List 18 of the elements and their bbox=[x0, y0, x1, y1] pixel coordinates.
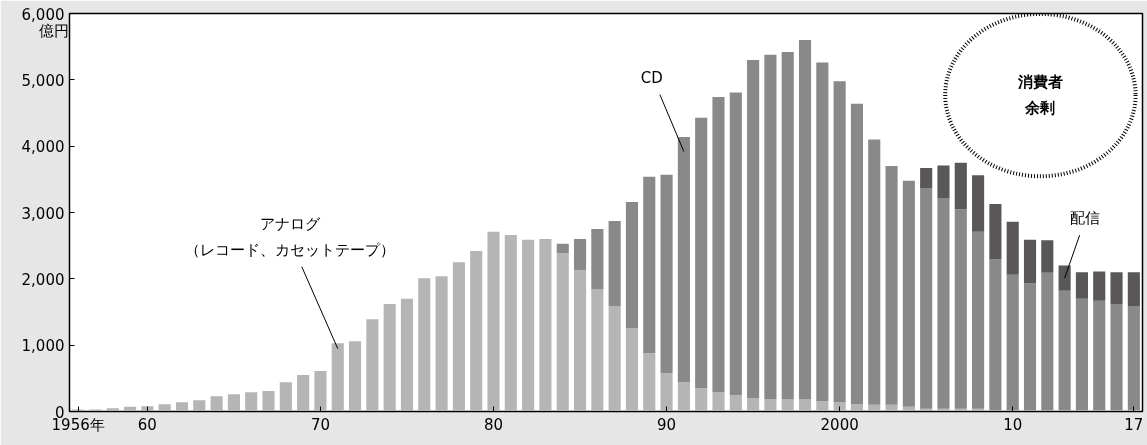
annotation: 消費者余剰 bbox=[1016, 73, 1063, 117]
x-tick-label: 10 bbox=[1003, 415, 1023, 434]
y-tick-label: 1,000 bbox=[21, 337, 65, 356]
y-tick-label: 5,000 bbox=[21, 71, 65, 90]
x-tick-label: 90 bbox=[657, 415, 677, 434]
x-tick-label: 80 bbox=[483, 415, 504, 434]
x-tick-label: 60 bbox=[137, 415, 157, 434]
y-tick-label: 4,000 bbox=[21, 138, 65, 157]
x-tick-label: 70 bbox=[310, 415, 330, 434]
y-axis-title: 億円 bbox=[38, 21, 69, 40]
text: アナログ（レコード、カセットテープ） bbox=[184, 215, 395, 259]
y-tick-label: 3,000 bbox=[21, 204, 65, 223]
series-label: 配信 bbox=[1069, 209, 1100, 228]
text: CD bbox=[640, 68, 663, 87]
x-tick-label: 17 bbox=[1124, 415, 1144, 434]
x-tick-label: 2000 bbox=[820, 415, 859, 434]
y-tick-label: 2,000 bbox=[21, 270, 65, 289]
y-tick-label: 6,000 bbox=[21, 5, 65, 24]
